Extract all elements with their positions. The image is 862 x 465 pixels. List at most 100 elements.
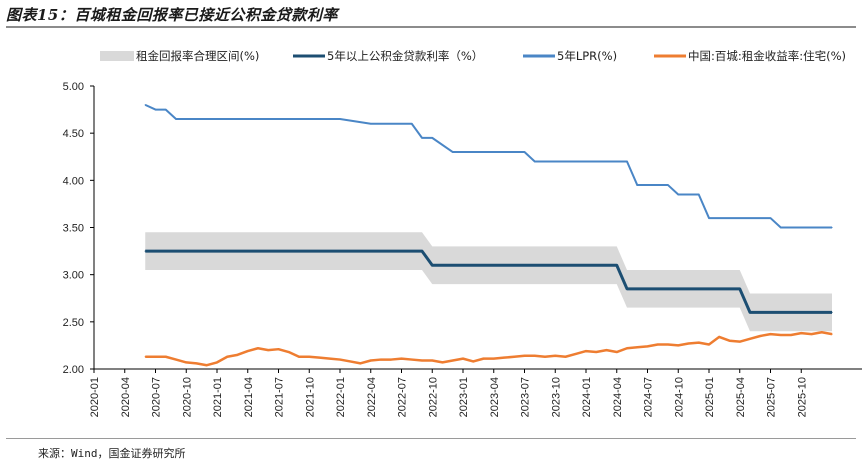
- title-divider: [6, 26, 856, 28]
- legend-swatch-band: [100, 51, 134, 61]
- x-tick-label: 2025-10: [796, 377, 808, 417]
- x-tick-label: 2020-04: [120, 377, 132, 417]
- x-tick-label: 2021-01: [212, 377, 224, 417]
- x-tick-label: 2022-01: [335, 377, 347, 417]
- series-2-point: [513, 356, 515, 358]
- series-2-point: [257, 347, 259, 349]
- series-2-point: [739, 341, 741, 343]
- series-2-point: [718, 336, 720, 338]
- series-2-point: [318, 357, 321, 359]
- series-2-point: [698, 341, 700, 344]
- y-tick-label: 2.50: [63, 317, 84, 329]
- series-2-point: [636, 346, 638, 348]
- series-0-point: [421, 250, 423, 252]
- series-1-point: [154, 108, 157, 111]
- x-tick-label: 2025-04: [735, 377, 747, 417]
- series-2-point: [667, 343, 669, 346]
- series-2-point: [226, 356, 228, 358]
- x-tick-label: 2025-01: [704, 377, 716, 417]
- series-2-point: [780, 334, 782, 336]
- x-tick-label: 2023-01: [458, 377, 470, 417]
- x-tick-label: 2024-04: [612, 377, 624, 417]
- y-tick-label: 3.50: [63, 223, 84, 235]
- series-2-point: [523, 355, 526, 357]
- series-1-point: [165, 108, 167, 111]
- series-1-point: [626, 160, 628, 163]
- series-0-point: [749, 311, 751, 313]
- series-2-point: [616, 351, 618, 353]
- series-2-point: [534, 355, 536, 357]
- series-2-point: [370, 359, 372, 362]
- series-2-point: [472, 360, 474, 363]
- chart-canvas: 5.00 4.50 4.00 3.50 3.00 2.50 2.00 2020-01 2020-…: [63, 49, 862, 417]
- series-0-point: [144, 250, 146, 252]
- x-tick-label: 2024-01: [581, 377, 593, 417]
- series-2-point: [728, 340, 731, 342]
- series-2-point: [646, 345, 649, 347]
- series-1-point: [769, 217, 772, 219]
- series-2-point: [349, 360, 351, 363]
- series-2-point: [431, 359, 433, 362]
- y-tick-label: 3.00: [63, 270, 84, 282]
- series-2-point: [288, 351, 290, 353]
- series-1-point: [421, 137, 423, 139]
- series-2-point: [544, 356, 546, 358]
- series-2-point: [462, 358, 464, 360]
- series-2-point: [185, 361, 187, 363]
- series-line-1: [144, 103, 832, 229]
- x-tick-label: 2021-04: [243, 377, 255, 417]
- series-2-point: [308, 356, 310, 358]
- series-2-point: [503, 357, 505, 359]
- series-2-point: [708, 343, 710, 346]
- series-2-point: [749, 338, 751, 340]
- series-0-point: [626, 288, 628, 290]
- series-1-point: [636, 184, 638, 186]
- series-2-point: [441, 361, 444, 363]
- series-2-point: [206, 364, 208, 366]
- series-1-point: [780, 226, 782, 229]
- legend-label-1: 5年LPR(%): [557, 49, 617, 63]
- x-tick-label: 2021-10: [304, 377, 316, 417]
- series-2-point: [339, 358, 341, 361]
- series-1-point: [339, 118, 341, 120]
- series-2-point: [195, 362, 198, 364]
- band-area: [145, 232, 832, 332]
- series-2-point: [482, 358, 485, 360]
- series-1-point: [677, 193, 679, 196]
- chart-title: 图表15：百城租金回报率已接近公积金贷款利率: [6, 6, 338, 24]
- series-2-point: [452, 359, 454, 362]
- y-tick-label: 5.00: [63, 81, 84, 93]
- y-tick-label: 2.00: [63, 364, 84, 376]
- x-tick-label: 2025-07: [766, 377, 778, 417]
- series-2-point: [411, 358, 413, 361]
- series-1-point: [534, 160, 536, 163]
- source-divider: [6, 438, 856, 439]
- series-1-point: [523, 151, 526, 153]
- series-2-point: [298, 356, 300, 358]
- series-2-point: [216, 361, 218, 363]
- series-1-point: [452, 151, 454, 153]
- series-2-point: [605, 349, 608, 351]
- series-2-point: [380, 358, 382, 361]
- series-1-point: [708, 217, 710, 219]
- series-2-point: [175, 358, 177, 361]
- x-tick-label: 2023-10: [550, 377, 562, 417]
- x-tick-label: 2022-10: [427, 377, 439, 417]
- series-0-point: [431, 264, 433, 266]
- series-2-point: [687, 342, 690, 345]
- legend-label-0: 5年以上公积金贷款利率（%）: [327, 49, 483, 63]
- series-2-point: [390, 358, 392, 361]
- series-2-point: [267, 349, 269, 351]
- series-0-point: [739, 288, 741, 290]
- series-1-point: [144, 104, 146, 106]
- x-tick-label: 2020-01: [89, 377, 101, 417]
- legend-label-2: 中国:百城:租金收益率:住宅(%): [688, 49, 846, 63]
- x-tick-label: 2020-10: [181, 377, 193, 417]
- series-2-point: [564, 356, 567, 358]
- x-tick-label: 2021-07: [274, 377, 286, 417]
- series-2-point: [585, 350, 587, 352]
- series-2-point: [421, 359, 423, 362]
- series-1-point: [667, 184, 669, 186]
- series-1-point: [698, 193, 700, 196]
- series-2-point: [400, 358, 403, 360]
